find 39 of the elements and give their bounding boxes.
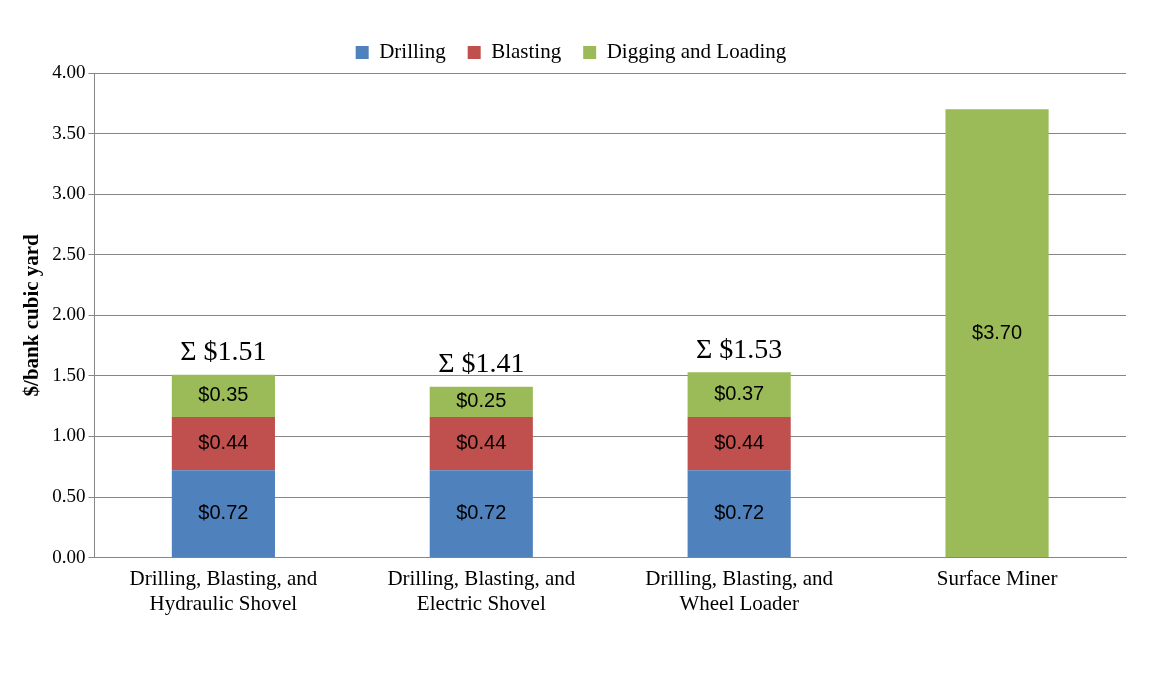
- data-label: $3.70: [972, 320, 1023, 343]
- data-label: $0.72: [714, 501, 765, 524]
- data-label: $0.44: [198, 431, 249, 454]
- x-tick-label: Drilling, Blasting, and Wheel Loader: [645, 565, 834, 615]
- y-tick-label: 0.50: [52, 485, 86, 507]
- bar: [687, 372, 791, 418]
- data-label: $0.35: [198, 383, 249, 406]
- bar: [945, 109, 1049, 558]
- data-label: $0.25: [456, 389, 507, 412]
- y-tick-label: 1.50: [52, 363, 86, 385]
- y-tick-label: 0.00: [52, 545, 86, 567]
- y-axis-title: $/bank cubic yard: [19, 233, 44, 397]
- x-tick-label: Surface Miner: [936, 565, 1058, 590]
- bar: [171, 417, 275, 471]
- bar: [429, 470, 533, 558]
- y-tick-label: 2.00: [52, 303, 86, 325]
- data-label: $0.44: [456, 431, 507, 454]
- data-label: $0.37: [714, 382, 765, 405]
- data-label: $0.72: [198, 501, 249, 524]
- y-tick-label: 2.50: [52, 242, 86, 264]
- data-label: $0.44: [714, 431, 765, 454]
- y-tick-label: 3.50: [52, 121, 86, 143]
- x-tick-label: Drilling, Blasting, and Electric Shovel: [387, 565, 576, 615]
- y-tick-label: 4.00: [52, 60, 86, 82]
- total-label: Σ $1.41: [438, 347, 525, 379]
- bar: [171, 470, 275, 558]
- x-tick-label: Drilling, Blasting, and Hydraulic Shovel: [129, 565, 318, 615]
- bar: [429, 417, 533, 471]
- total-label: Σ $1.53: [696, 332, 783, 364]
- data-label: $0.72: [456, 501, 507, 524]
- bar: [171, 374, 275, 418]
- bar: [687, 470, 791, 558]
- bar: [687, 417, 791, 471]
- y-tick-label: 3.00: [52, 182, 86, 204]
- legend-label: Blasting: [491, 39, 562, 64]
- y-tick-label: 1.00: [52, 424, 86, 446]
- total-label: Σ $1.51: [180, 335, 267, 367]
- legend-label: Digging and Loading: [606, 39, 787, 64]
- legend-label: Drilling: [379, 39, 447, 64]
